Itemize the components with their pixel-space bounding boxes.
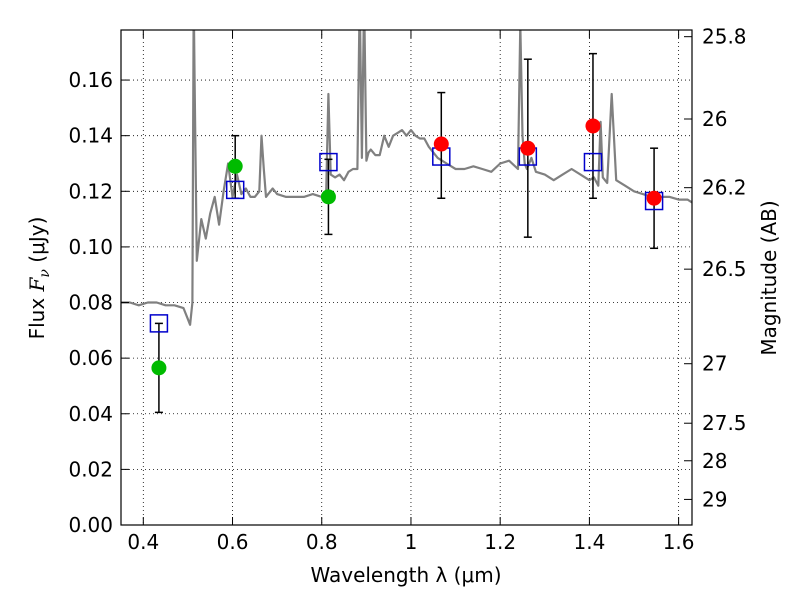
y-tick-label: 0.06: [68, 346, 113, 370]
red-point: [433, 136, 449, 152]
y-right-tick-label: 26: [702, 107, 727, 131]
y-tick-label: 0.16: [68, 68, 113, 92]
y-right-tick-label: 26.5: [702, 257, 747, 281]
x-tick-label: 0.4: [127, 530, 159, 554]
y-axis-right: 25.8 26 26.2 26.5 27 27.5 28 29: [684, 25, 747, 511]
model-spectrum-line: [121, 30, 692, 326]
y-right-tick-label: 26.2: [702, 176, 747, 200]
y-axis-left: 0.00 0.02 0.04 0.06 0.08 0.10 0.12 0.14 0.16: [68, 68, 129, 537]
x-tick-label: 1.2: [484, 530, 516, 554]
y-right-tick-label: 29: [702, 487, 727, 511]
x-axis: 0.4 0.6 0.8 1 1.2 1.4 1.6: [127, 30, 695, 554]
y-axis-title: Flux Fν (μJy): [25, 217, 53, 340]
red-point: [646, 190, 662, 206]
y-right-tick-label: 27: [702, 352, 727, 376]
grid: [121, 30, 692, 526]
y-tick-label: 0.04: [68, 402, 113, 426]
x-tick-label: 0.8: [306, 530, 338, 554]
y-tick-label: 0.10: [68, 235, 113, 259]
y-tick-label: 0.14: [68, 124, 113, 148]
plot-background: [121, 30, 692, 525]
y-tick-label: 0.02: [68, 457, 113, 481]
x-tick-label: 0.6: [217, 530, 249, 554]
x-tick-label: 1.6: [663, 530, 695, 554]
plot-content: [121, 30, 692, 414]
x-tick-label: 1.4: [573, 530, 605, 554]
model-square: [319, 152, 338, 172]
y-right-tick-label: 27.5: [702, 411, 747, 435]
x-axis-title: Wavelength λ (μm): [310, 563, 501, 587]
green-point: [151, 360, 167, 376]
y-tick-label: 0.08: [68, 291, 113, 315]
model-square: [583, 152, 603, 172]
red-point: [585, 118, 601, 134]
model-square: [225, 180, 245, 200]
green-point: [320, 189, 336, 205]
x-tick-label: 1: [405, 530, 418, 554]
y-axis-right-title: Magnitude (AB): [757, 200, 781, 355]
y-right-tick-label: 25.8: [702, 25, 747, 49]
model-square: [149, 314, 169, 333]
y-tick-label: 0.12: [68, 179, 113, 203]
red-point: [520, 140, 536, 156]
plot-frame: [120, 29, 693, 526]
green-point: [227, 158, 243, 174]
y-right-tick-label: 28: [702, 449, 727, 473]
y-tick-label: 0.00: [68, 513, 113, 537]
